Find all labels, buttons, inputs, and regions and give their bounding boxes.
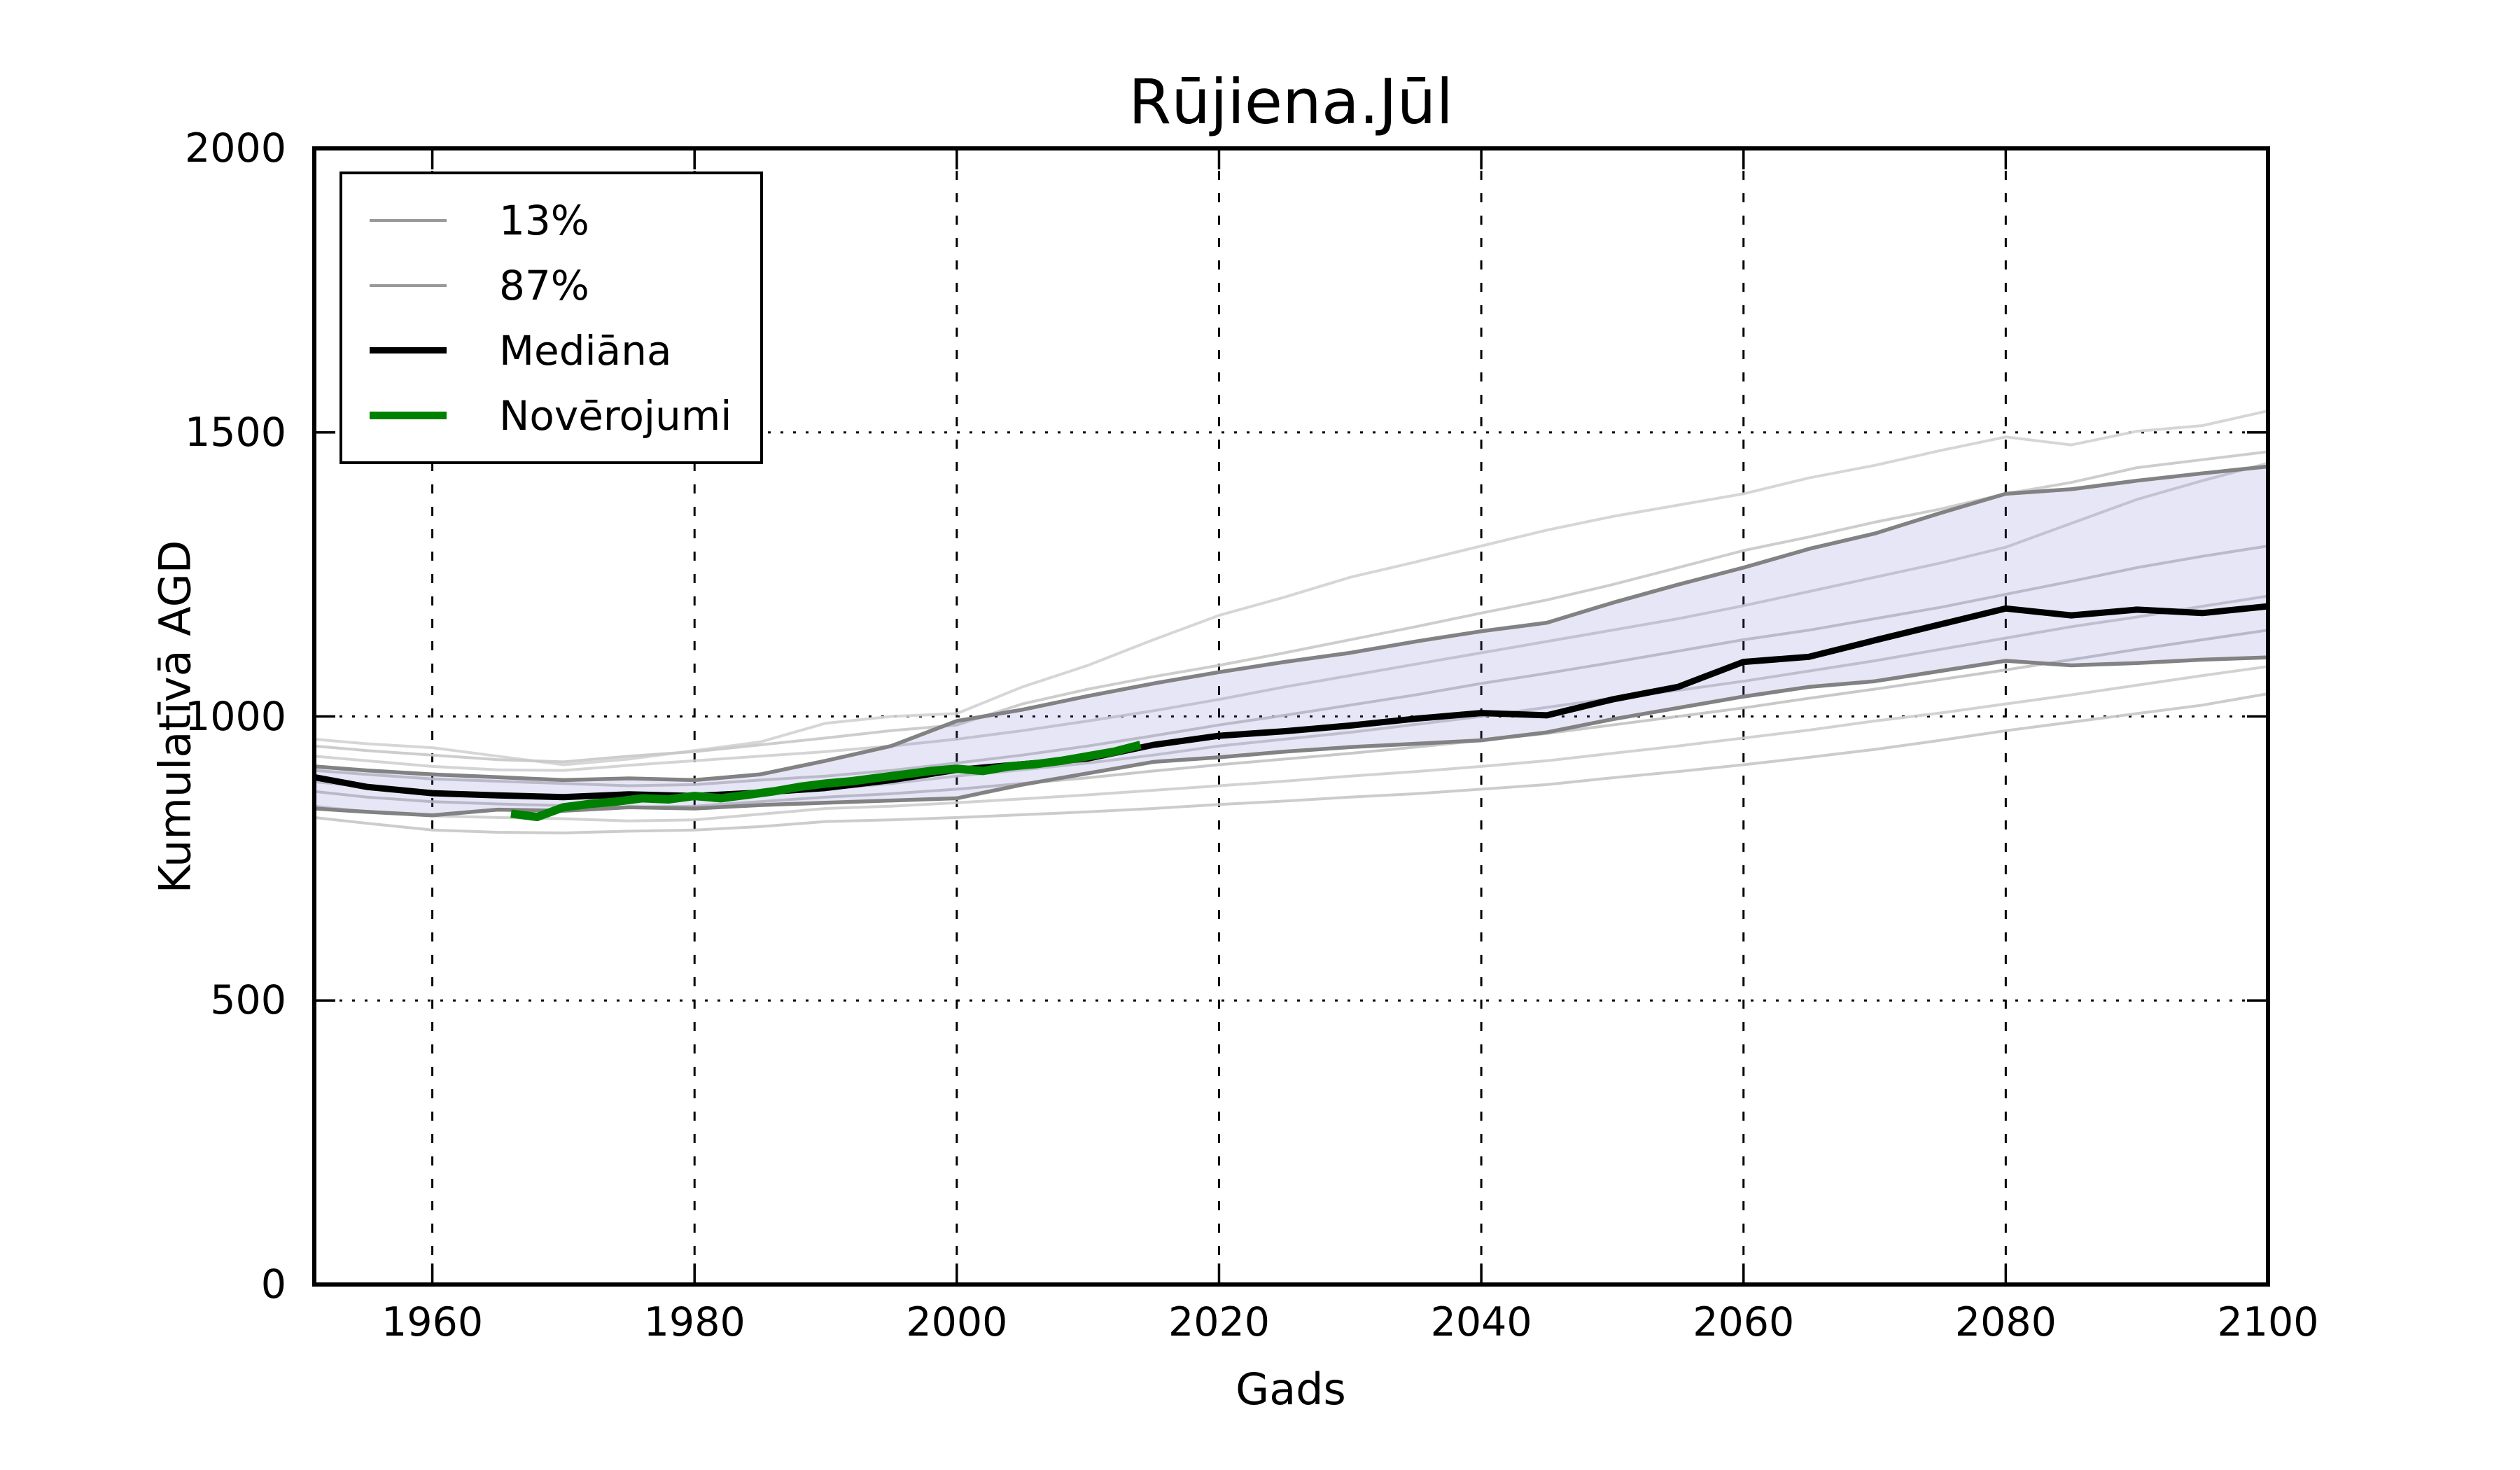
- percentile-87-line: [314, 464, 2269, 783]
- percentile-13-line-sample: [370, 218, 447, 222]
- legend-label: 87%: [499, 261, 589, 309]
- legend-label: 13%: [499, 196, 589, 244]
- ensemble-line: [314, 692, 2269, 834]
- x-tick-label: 2060: [1693, 1299, 1795, 1345]
- y-tick-label: 0: [260, 1261, 286, 1308]
- ensemble-line: [314, 409, 2269, 766]
- y-tick-label: 500: [210, 977, 286, 1024]
- ensemble-line: [314, 461, 2269, 772]
- observations-line: [510, 741, 1142, 822]
- legend-label: Mediāna: [499, 326, 672, 374]
- legend: 13% 87% Mediāna Novērojumi: [340, 172, 763, 464]
- x-tick-label: 2020: [1168, 1299, 1270, 1345]
- y-tick-label: 1500: [184, 409, 286, 456]
- x-tick-label: 2000: [906, 1299, 1008, 1345]
- x-axis-label: Gads: [1236, 1364, 1346, 1415]
- confidence-band: [314, 466, 2268, 816]
- x-tick-label: 2100: [2217, 1299, 2319, 1345]
- ensemble-line: [314, 545, 2269, 788]
- y-tick-label: 2000: [184, 125, 286, 172]
- x-tick-label: 1980: [643, 1299, 746, 1345]
- legend-label: Novērojumi: [499, 391, 732, 440]
- ensemble-line: [314, 450, 2269, 764]
- legend-item-87pct: 87%: [342, 253, 760, 318]
- chart-title: Rūjiena.Jūl: [1128, 66, 1453, 138]
- ensemble-line: [314, 665, 2269, 822]
- x-tick-label: 1960: [382, 1299, 484, 1345]
- percentile-87-line-sample: [370, 284, 447, 287]
- legend-item-noverojumi: Novērojumi: [342, 383, 760, 448]
- x-tick-label: 2040: [1430, 1299, 1532, 1345]
- median-line: [314, 603, 2269, 801]
- median-line-sample: [370, 347, 447, 354]
- legend-item-13pct: 13%: [342, 188, 760, 253]
- percentile-13-line: [314, 655, 2269, 818]
- legend-item-mediana: Mediāna: [342, 318, 760, 383]
- y-tick-label: 1000: [184, 693, 286, 740]
- observations-line-sample: [370, 412, 447, 419]
- x-tick-label: 2080: [1954, 1299, 2057, 1345]
